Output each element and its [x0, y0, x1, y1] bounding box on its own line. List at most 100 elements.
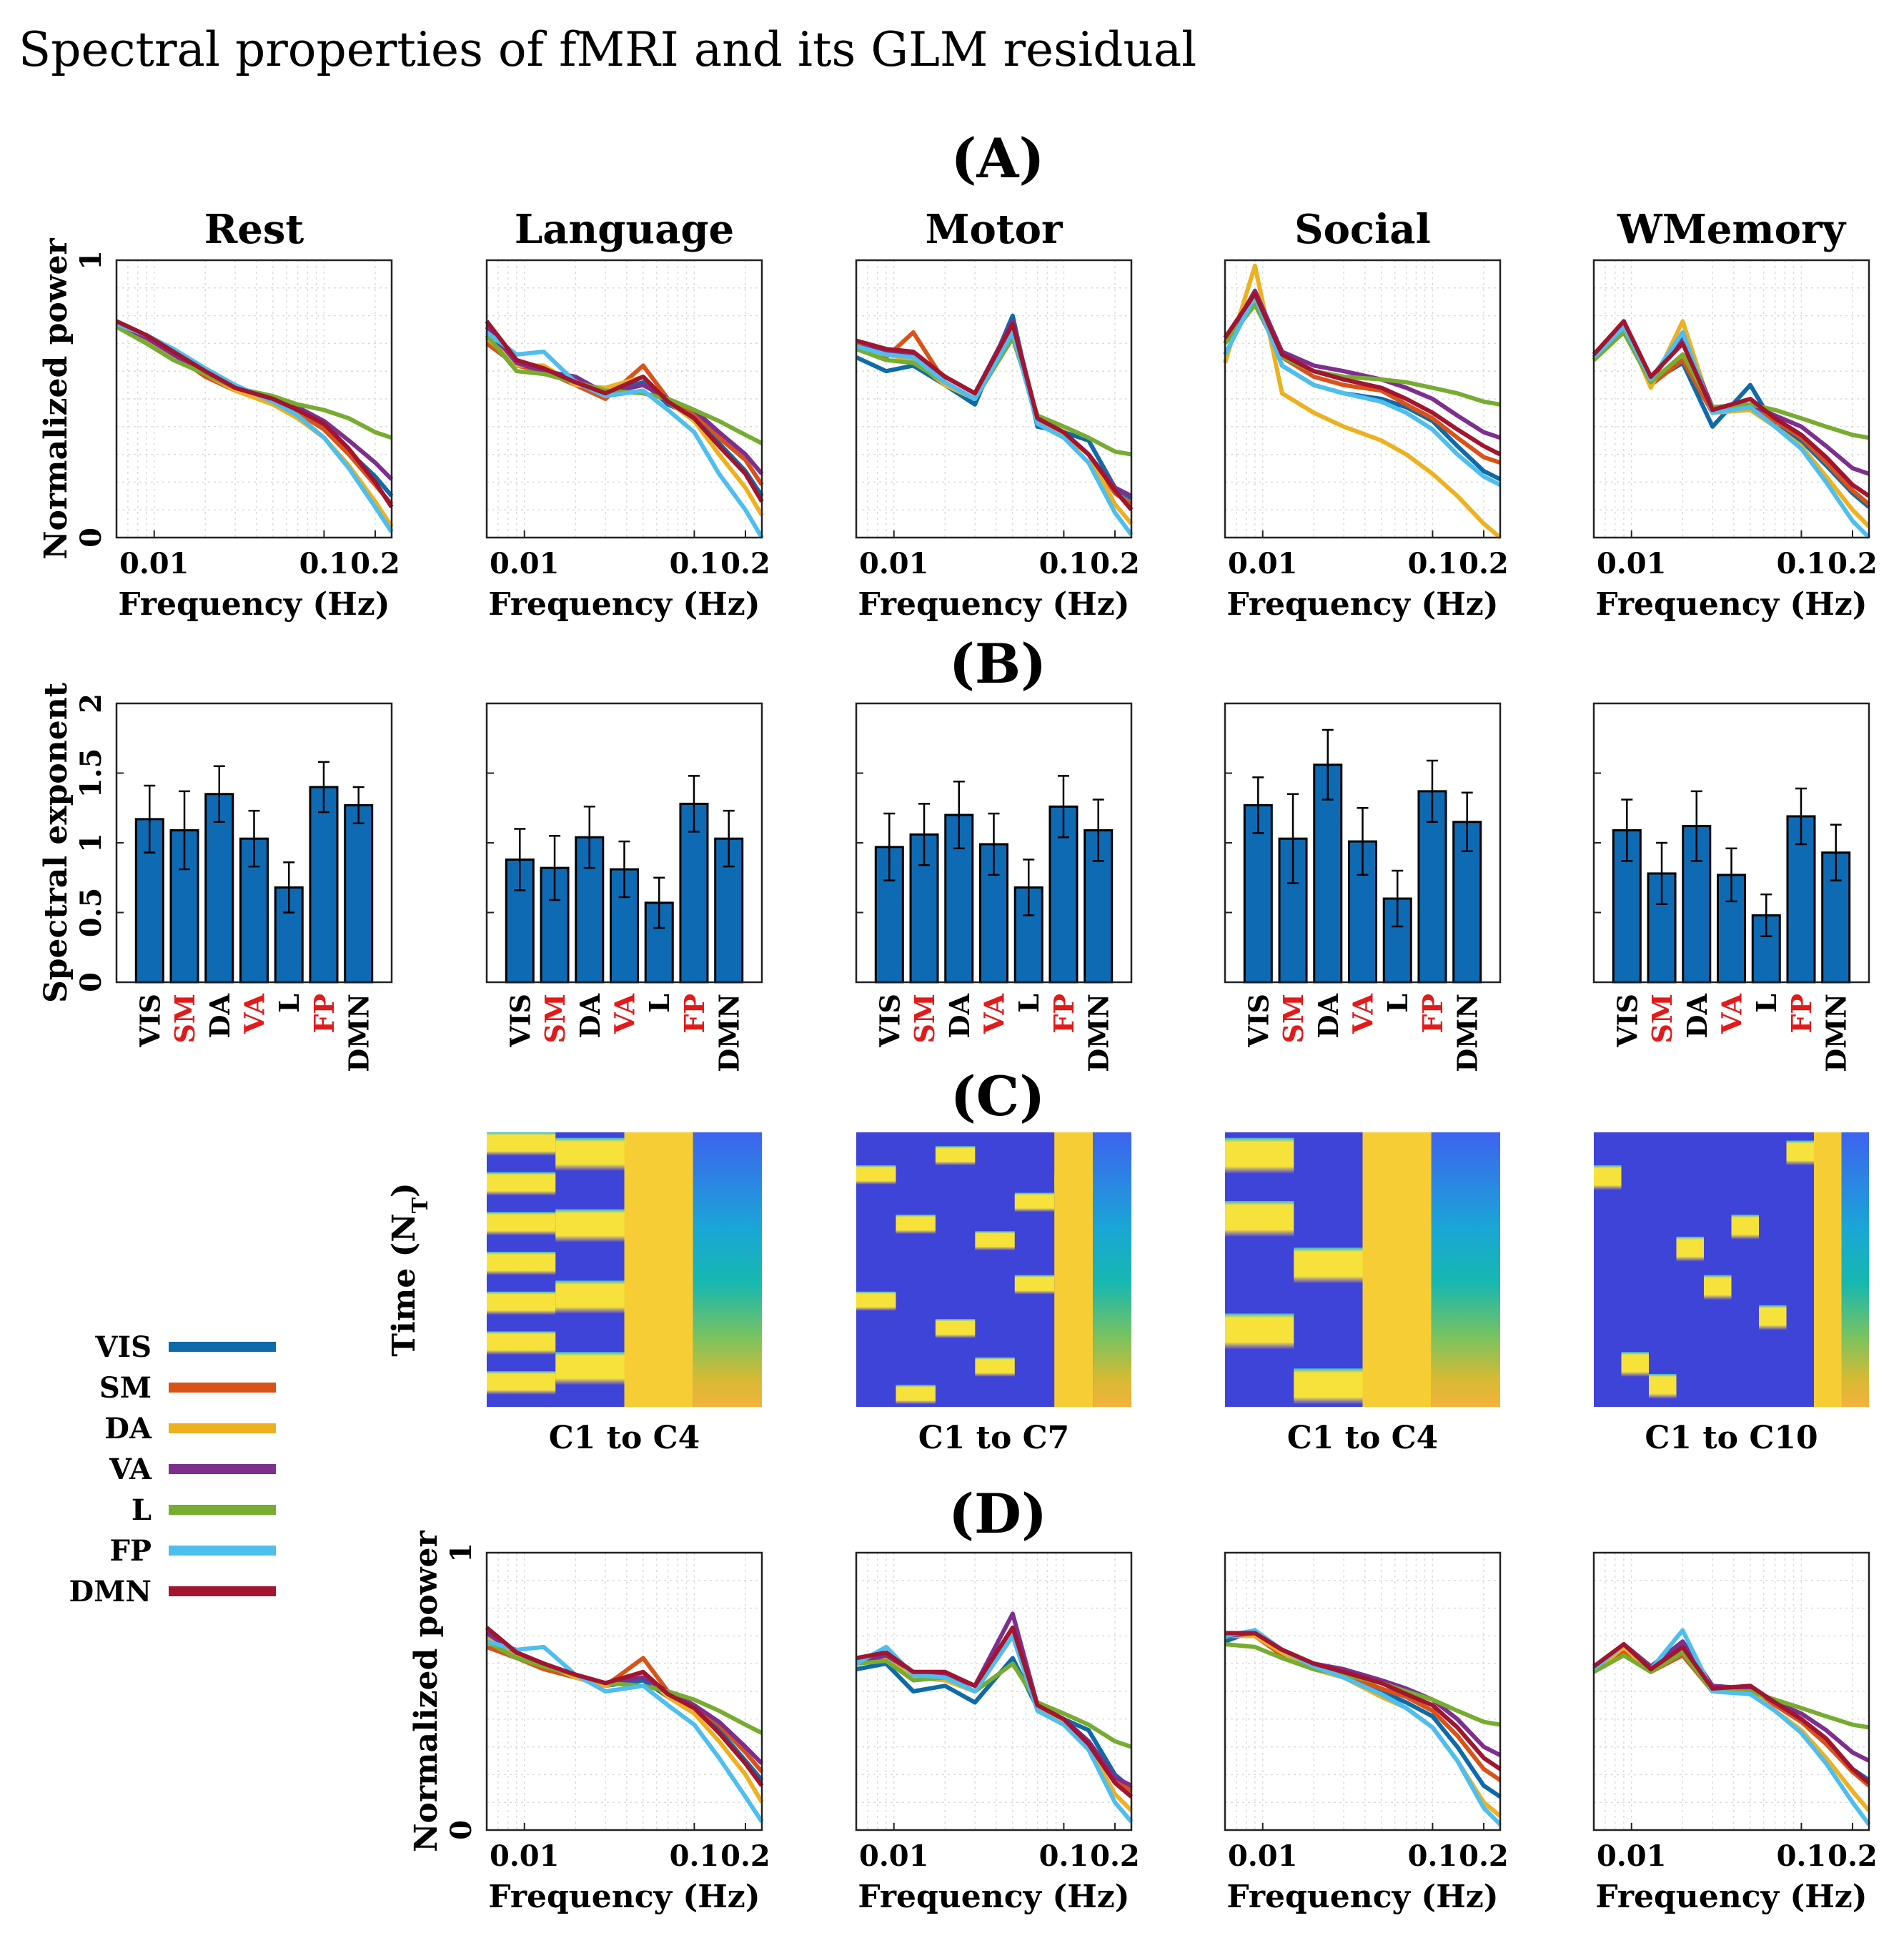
regressor-block — [555, 1137, 625, 1171]
bar-plot-motor: VIS SM DA VA L FP DMN — [855, 702, 1133, 1072]
line-plot-wmemory: 0.01 0.1 0.2 Frequency (Hz) — [1592, 1551, 1878, 1915]
series-line-l — [1592, 1650, 1870, 1730]
category-label-dmn: DMN — [713, 994, 745, 1072]
series-line-va — [1223, 288, 1501, 440]
constant-regressor — [1362, 1132, 1432, 1407]
category-label-dmn: DMN — [1820, 994, 1853, 1072]
axes-box — [115, 259, 393, 539]
series-line-dmn — [856, 1625, 1133, 1799]
axes-box — [1224, 259, 1502, 539]
x-tick-label: 0.1 — [299, 547, 349, 580]
regressor-block — [1621, 1352, 1649, 1377]
x-axis-label: Frequency (Hz) — [858, 1879, 1129, 1915]
category-label-sm: SM — [908, 994, 941, 1044]
series-line-fp — [486, 1639, 764, 1824]
series-line-vis — [856, 1656, 1133, 1791]
series-line-fp — [1592, 325, 1871, 540]
matrix-label: C1 to C7 — [918, 1420, 1070, 1456]
y-axis-label: Time (NT) — [386, 1182, 433, 1357]
category-label-da: DA — [1312, 993, 1344, 1038]
x-tick-label: 0.01 — [859, 1839, 928, 1873]
y-axis-label-sub: T — [408, 1197, 433, 1213]
task-title-rest: Rest — [204, 206, 304, 253]
matrix-label: C1 to C4 — [1287, 1420, 1439, 1456]
regressor-block — [1294, 1247, 1363, 1284]
bar-plot-language: VIS SM DA VA L FP DMN — [485, 702, 763, 1072]
line-plot-wmemory: 0.01 0.1 0.2 Frequency (Hz) — [1592, 259, 1878, 623]
regressor-block — [896, 1385, 936, 1405]
x-axis-label: Frequency (Hz) — [488, 586, 760, 623]
axes-box — [1224, 1551, 1502, 1831]
category-label-fp: FP — [1785, 994, 1818, 1034]
category-label-l: L — [273, 994, 305, 1013]
regressor-block — [1731, 1215, 1759, 1240]
legend-label-va: VA — [109, 1453, 152, 1486]
y-axis-label: Spectral exponent — [38, 682, 74, 1003]
x-axis-label: Frequency (Hz) — [858, 586, 1129, 623]
regressor-block — [1014, 1192, 1055, 1212]
design-matrix-social: C1 to C4 — [1225, 1132, 1500, 1456]
axes-box — [485, 259, 763, 539]
series-line-dmn — [1225, 1631, 1502, 1771]
x-tick-label: 0.01 — [1597, 1839, 1666, 1873]
y-tick-label: 1 — [445, 1543, 478, 1563]
x-tick-label: 0.2 — [1090, 1839, 1140, 1873]
regressor-block — [1014, 1275, 1055, 1295]
regressor-block — [856, 1291, 896, 1311]
x-tick-label: 0.01 — [1228, 1839, 1297, 1873]
x-tick-label: 0.2 — [350, 547, 400, 580]
x-tick-label: 0.2 — [1459, 547, 1509, 580]
line-plot-social: 0.01 0.1 0.2 Frequency (Hz) — [1224, 1551, 1509, 1915]
category-label-da: DA — [943, 993, 976, 1038]
x-axis-label: Frequency (Hz) — [1226, 586, 1498, 623]
panel-label-d: (D) — [948, 1482, 1047, 1546]
regressor-block — [1676, 1236, 1704, 1262]
x-tick-label: 0.01 — [859, 547, 928, 580]
x-axis-label: Frequency (Hz) — [1595, 1879, 1867, 1915]
legend-label-dmn: DMN — [69, 1575, 152, 1608]
y-tick-label: 1 — [74, 833, 108, 853]
category-label-sm: SM — [1277, 994, 1309, 1044]
regressor-block — [1786, 1140, 1814, 1166]
category-label-vis: VIS — [134, 994, 166, 1048]
category-label-sm: SM — [169, 994, 201, 1044]
series-line-fp — [485, 330, 764, 539]
series-line-fp — [1223, 294, 1502, 487]
category-label-l: L — [643, 994, 675, 1013]
category-label-sm: SM — [539, 994, 571, 1044]
x-tick-label: 0.1 — [1777, 1839, 1827, 1873]
series-line-dmn — [1592, 1642, 1870, 1785]
series-line-dmn — [856, 322, 1134, 512]
series-line-vis — [855, 313, 1133, 501]
x-tick-label: 0.1 — [1777, 547, 1827, 580]
x-tick-label: 0.01 — [1597, 547, 1666, 580]
regressor-block — [487, 1172, 556, 1196]
category-label-sm: SM — [1646, 994, 1678, 1044]
panel-label-c: (C) — [951, 1064, 1045, 1128]
y-tick-label: 2 — [74, 693, 108, 713]
design-matrix-language: C1 to C4 — [487, 1132, 762, 1456]
x-axis-label: Frequency (Hz) — [1595, 586, 1867, 623]
x-tick-label: 0.1 — [1408, 547, 1458, 580]
design-matrix-motor: C1 to C7 — [856, 1132, 1131, 1456]
y-tick-label: 0 — [445, 1820, 478, 1840]
matrix-label: C1 to C4 — [549, 1420, 700, 1456]
series-line-dmn — [485, 1626, 764, 1787]
series-line-dmn — [1223, 291, 1502, 457]
category-label-dmn: DMN — [1452, 994, 1484, 1072]
axes-box — [855, 1551, 1133, 1831]
regressor-block — [856, 1165, 896, 1185]
x-axis-label: Frequency (Hz) — [1226, 1879, 1498, 1915]
task-title-social: Social — [1294, 206, 1431, 253]
x-tick-label: 0.1 — [1039, 547, 1089, 580]
x-axis-label: Frequency (Hz) — [488, 1879, 760, 1915]
regressor-block — [487, 1331, 556, 1355]
series-line-va — [485, 325, 764, 475]
regressor-block — [1704, 1275, 1732, 1300]
bar-fp — [309, 786, 339, 984]
y-axis-label: Normalized power — [38, 237, 74, 559]
